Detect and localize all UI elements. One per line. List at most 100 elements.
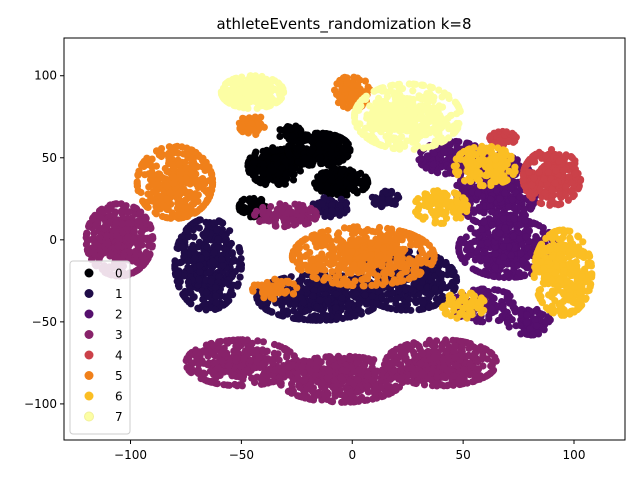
point [187,369,195,377]
point [338,294,346,302]
point [500,253,508,261]
point [243,336,251,344]
point [285,150,293,158]
point [457,350,465,359]
point [214,244,223,252]
point [222,235,230,244]
point [373,300,381,308]
point [480,345,489,353]
point [238,208,246,216]
point [312,365,320,373]
point [130,228,138,236]
point [474,253,482,262]
point [235,373,243,381]
point [501,224,509,232]
point [528,203,536,211]
point [429,160,437,168]
point [124,219,132,228]
point [218,357,226,365]
point [256,217,264,226]
point [411,297,419,305]
point [181,293,189,302]
point [425,303,433,311]
point [112,219,120,227]
point [317,358,325,366]
point [318,284,327,292]
point [299,206,307,215]
point [364,382,372,390]
point [202,288,211,297]
point [480,209,488,217]
point [245,168,254,176]
point [321,142,329,150]
point [382,378,390,386]
point [355,300,364,308]
point [213,226,221,234]
point [447,281,455,289]
point [368,292,377,300]
point [516,321,524,329]
point [270,340,279,349]
point [267,378,275,386]
point [304,161,312,169]
point [537,310,545,318]
point [297,276,306,284]
point [480,218,488,226]
point [393,191,402,199]
point [276,132,284,140]
point [440,363,448,371]
point [523,311,531,319]
point [300,369,308,377]
point [569,193,577,201]
point [267,203,275,211]
point [96,233,104,241]
point [216,371,224,379]
point [308,135,316,143]
point [331,385,339,393]
point [337,209,346,217]
point [364,179,372,187]
point [85,221,93,229]
point [372,196,380,204]
point [228,249,236,257]
point [342,138,350,146]
point [357,310,365,318]
point [324,297,332,305]
point [478,285,486,293]
point [194,366,202,374]
point [233,348,241,356]
point [229,257,237,265]
point [351,312,359,320]
point [316,296,324,304]
point [178,243,186,251]
point [542,317,550,325]
point [299,298,307,307]
point [217,218,225,226]
point [381,187,389,195]
point [214,364,222,372]
point [358,186,366,194]
point [488,221,496,229]
point [214,235,222,243]
point [474,189,482,197]
point [220,381,228,389]
point [361,291,369,299]
point [411,379,419,387]
point [259,338,267,346]
point [528,181,536,189]
point [383,304,391,312]
point [346,388,354,396]
point [240,367,248,376]
point [189,294,197,302]
point [328,176,336,184]
point [502,289,510,297]
point [195,238,204,246]
point [233,282,241,290]
point [291,200,299,208]
point [486,292,494,300]
point [225,362,233,370]
point [420,381,429,389]
point [279,176,287,184]
point [316,154,324,162]
point [218,255,226,263]
